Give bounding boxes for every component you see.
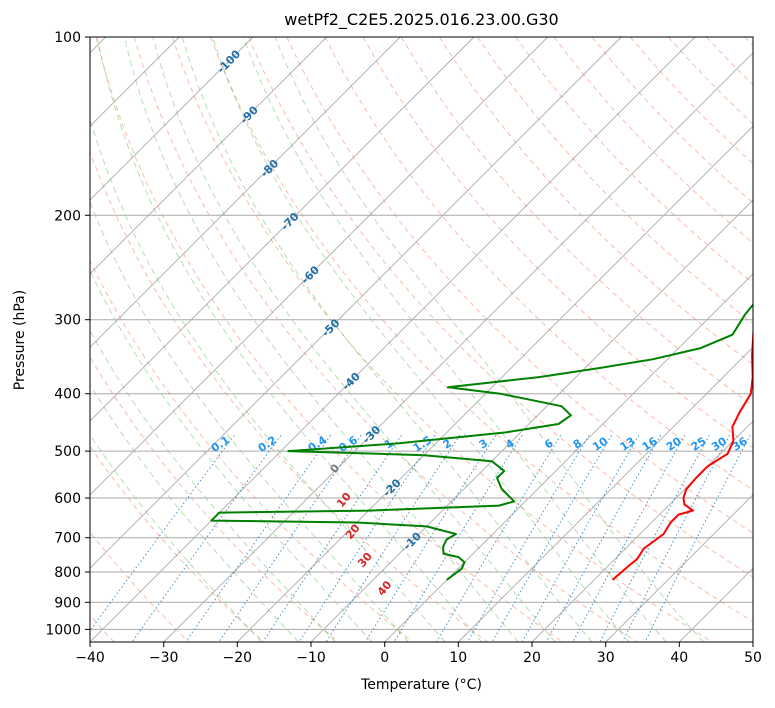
isotherm-line xyxy=(163,52,753,642)
y-tick-label: 1000 xyxy=(45,622,81,638)
isotherm-line xyxy=(531,420,753,642)
y-axis-label: Pressure (hPa) xyxy=(12,289,28,391)
x-tick-label: 30 xyxy=(597,650,615,666)
isotherm-line xyxy=(90,37,401,348)
isotherm-line xyxy=(90,37,622,569)
chart-title: wetPf2_C2E5.2025.016.23.00.G30 xyxy=(284,10,559,29)
dry-adiabat-line xyxy=(324,37,753,491)
y-tick-label: 400 xyxy=(54,387,81,403)
moist-adiabat-line xyxy=(242,37,667,642)
background-lines xyxy=(90,37,753,642)
isotherm-line xyxy=(90,37,696,642)
dry-adiabat-line xyxy=(133,37,638,642)
x-tick-label: 10 xyxy=(449,650,467,666)
x-tick-label: 20 xyxy=(523,650,541,666)
mixing-ratio-line xyxy=(435,434,562,642)
mixing-ratio-line xyxy=(393,434,523,642)
mixing-ratio-line xyxy=(325,434,461,642)
isotherm-line xyxy=(90,37,254,201)
plot-background xyxy=(90,37,753,642)
isotherm-line xyxy=(752,641,753,642)
x-tick-label: −30 xyxy=(149,650,179,666)
dry-adiabat-line xyxy=(362,37,753,449)
mixing-ratio-line xyxy=(364,434,497,642)
mixing-ratio-line xyxy=(545,434,662,642)
mixing-ratio-line xyxy=(644,434,751,642)
x-tick-label: 0 xyxy=(380,650,389,666)
y-tick-label: 800 xyxy=(54,565,81,581)
y-tick-label: 600 xyxy=(54,491,81,507)
dry-adiabat-line xyxy=(95,37,563,642)
y-tick-label: 100 xyxy=(54,30,81,46)
y-tick-label: 200 xyxy=(54,208,81,224)
dewpoint-profile-line xyxy=(210,303,753,581)
isotherm-line xyxy=(605,494,753,642)
x-tick-label: 50 xyxy=(744,650,762,666)
moist-adiabat-line xyxy=(123,37,519,642)
isotherm-line xyxy=(90,37,328,275)
y-tick-label: 500 xyxy=(54,444,81,460)
mixing-ratio-line xyxy=(599,434,710,642)
dry-adiabat-line xyxy=(248,37,753,578)
moist-adiabat-line xyxy=(152,37,556,642)
y-tick-label: 700 xyxy=(54,531,81,547)
mixing-ratio-line xyxy=(467,434,590,642)
dry-adiabat-line xyxy=(171,37,712,642)
y-tick-label: 900 xyxy=(54,595,81,611)
axes: −40 −30 −20 −10 0 10 20 30 40 50 100 200 300 400 500 60… xyxy=(45,30,762,666)
dry-adiabat-line xyxy=(90,150,488,642)
profile-series xyxy=(210,303,753,581)
dry-adiabat-line xyxy=(210,37,753,623)
x-axis-label: Temperature (°C) xyxy=(361,677,482,693)
isotherm-line xyxy=(236,125,753,642)
isotherm-line xyxy=(90,37,549,496)
mixing-ratio-line xyxy=(131,434,282,642)
isotherm-line xyxy=(384,273,753,642)
mixing-ratio-line xyxy=(621,434,731,642)
mixing-ratio-line xyxy=(298,434,436,642)
moist-adiabat-line xyxy=(212,37,630,642)
mixing-ratio-line xyxy=(521,434,640,642)
mixing-ratio-line xyxy=(572,434,686,642)
dry-adiabat-line xyxy=(90,445,264,642)
y-tick-label: 300 xyxy=(54,313,81,329)
plot-frame xyxy=(89,36,754,643)
moist-adiabat-line xyxy=(90,433,263,642)
isotherm-line xyxy=(310,199,753,642)
x-tick-label: −40 xyxy=(75,650,105,666)
temperature-profile-line xyxy=(611,330,753,581)
isotherm-line xyxy=(457,346,753,642)
x-tick-label: −20 xyxy=(223,650,253,666)
dry-adiabat-line xyxy=(400,37,753,407)
isotherm-line xyxy=(90,37,475,422)
mixing-ratio-line xyxy=(262,434,403,642)
x-tick-label: 40 xyxy=(670,650,688,666)
x-tick-label: −10 xyxy=(296,650,326,666)
moist-adiabat-line xyxy=(90,117,446,642)
mixing-ratio-line xyxy=(218,434,362,642)
moist-adiabat-line xyxy=(96,37,482,642)
